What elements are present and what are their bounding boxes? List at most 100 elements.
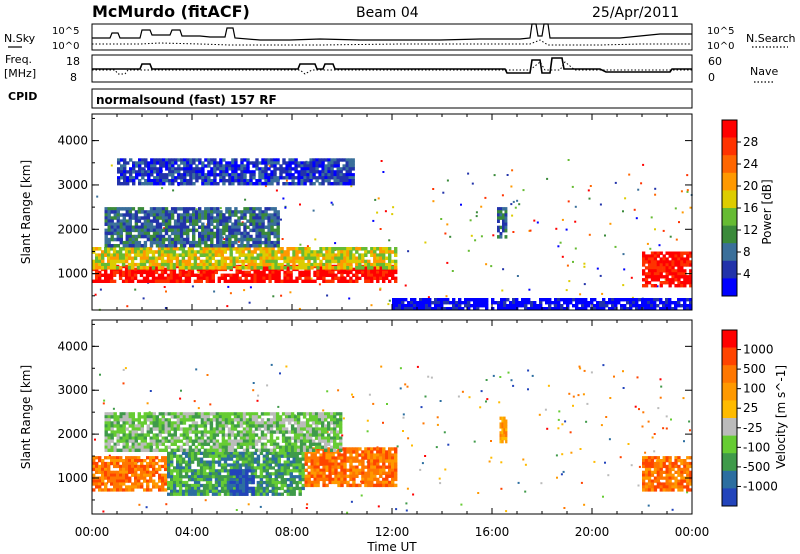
power-cell-5 xyxy=(662,257,666,261)
velocity-cell-1 xyxy=(289,489,293,493)
power-cell-2 xyxy=(179,234,184,239)
velocity-cell-0 xyxy=(119,456,123,460)
velocity-cell-1 xyxy=(196,469,201,473)
power-cell-6 xyxy=(533,301,537,305)
power-speck xyxy=(516,199,519,202)
power-cell-2 xyxy=(246,240,250,245)
power-cell-1 xyxy=(166,256,171,261)
power-cell-0 xyxy=(316,270,320,275)
power-cell-2 xyxy=(116,210,120,214)
power-cell-2 xyxy=(213,231,217,236)
power-cell-0 xyxy=(277,270,281,275)
velocity-cell-0 xyxy=(107,488,111,492)
power-cell-2 xyxy=(113,213,117,217)
power-cell-3 xyxy=(324,176,328,180)
power-cell-0 xyxy=(98,270,102,275)
velocity-cell-0 xyxy=(116,476,120,480)
power-cell-3 xyxy=(222,176,226,180)
velocity-cell-3 xyxy=(370,477,374,482)
velocity-cell-1 xyxy=(274,451,278,455)
power-cell-2 xyxy=(140,228,145,233)
power-speck xyxy=(686,189,689,192)
power-speck xyxy=(126,305,129,308)
power-cell-2 xyxy=(237,237,241,242)
velocity-cell-4 xyxy=(668,456,672,460)
velocity-cell-3 xyxy=(340,462,344,466)
velocity-cell-1 xyxy=(179,460,183,464)
power-cell-3 xyxy=(186,179,190,183)
power-cell-0 xyxy=(172,279,177,283)
power-cell-5 xyxy=(677,278,681,282)
power-cell-3 xyxy=(336,164,340,168)
velocity-cell-1 xyxy=(179,472,183,476)
power-cell-3 xyxy=(252,170,256,174)
power-cell-1 xyxy=(340,259,344,264)
power-cell-2 xyxy=(276,225,280,229)
velocity-cell-3 xyxy=(352,465,356,469)
power-cell-0 xyxy=(256,276,260,280)
power-cell-2 xyxy=(258,207,262,211)
velocity-cell-1 xyxy=(220,486,225,491)
velocity-cell-1 xyxy=(241,457,246,461)
power-cell-3 xyxy=(171,164,175,168)
power-cell-1 xyxy=(160,256,165,261)
velocity-cell-1 xyxy=(289,469,293,473)
velocity-cell-3 xyxy=(367,480,371,485)
power-cell-0 xyxy=(322,270,326,275)
power-cell-6 xyxy=(557,301,561,305)
power-cell-3 xyxy=(309,164,313,168)
power-cell-0 xyxy=(241,273,245,277)
power-cell-1 xyxy=(259,266,263,270)
velocity-cell-2 xyxy=(235,475,240,479)
power-cell-1 xyxy=(349,247,353,251)
velocity-speck xyxy=(602,364,605,367)
power-cell-2 xyxy=(210,231,214,236)
power-cell-1 xyxy=(382,253,386,257)
velocity-cell-1 xyxy=(167,475,171,479)
power-cell-2 xyxy=(176,219,181,223)
power-cell-3 xyxy=(330,182,334,186)
power-cell-1 xyxy=(385,247,389,251)
velocity-cell-4 xyxy=(689,470,693,474)
velocity-cell-1 xyxy=(184,463,189,467)
power-cell-6 xyxy=(446,301,450,305)
power-cell-1 xyxy=(340,262,344,267)
velocity-speck xyxy=(402,430,404,432)
power-cell-2 xyxy=(192,213,196,217)
power-speck xyxy=(642,163,645,166)
velocity-cell-0 xyxy=(125,476,129,480)
power-speck xyxy=(299,243,302,246)
velocity-cell-5 xyxy=(116,430,120,434)
power-cell-6 xyxy=(479,298,483,302)
velocity-cell-1 xyxy=(286,469,290,473)
power-cell-2 xyxy=(173,231,178,236)
velocity-cell-0 xyxy=(152,485,156,489)
power-cell-1 xyxy=(133,262,138,267)
velocity-cell-0 xyxy=(161,459,165,463)
power-cell-0 xyxy=(256,279,260,283)
power-cell-5 xyxy=(642,251,646,255)
power-cell-3 xyxy=(126,161,130,165)
power-cell-6 xyxy=(413,304,417,308)
power-cell-6 xyxy=(497,307,501,311)
power-speck xyxy=(588,197,591,200)
power-cell-3 xyxy=(159,179,163,183)
power-cell-1 xyxy=(385,266,389,270)
power-cell-4 xyxy=(497,207,500,211)
power-cell-2 xyxy=(228,207,232,211)
power-cell-0 xyxy=(247,273,251,277)
velocity-cell-3 xyxy=(331,462,335,466)
velocity-cell-1 xyxy=(208,475,213,479)
velocity-cell-5 xyxy=(104,442,108,446)
power-cell-1 xyxy=(101,262,105,267)
velocity-cell-1 xyxy=(223,466,228,470)
power-cell-3 xyxy=(216,182,220,186)
velocity-cell-1 xyxy=(280,454,284,458)
power-cell-5 xyxy=(647,257,652,261)
power-cell-1 xyxy=(355,256,359,261)
power-cell-2 xyxy=(258,244,262,248)
power-cell-2 xyxy=(249,237,253,242)
velocity-cell-3 xyxy=(316,483,320,488)
power-cell-1 xyxy=(370,253,374,257)
velocity-speck xyxy=(360,480,362,483)
